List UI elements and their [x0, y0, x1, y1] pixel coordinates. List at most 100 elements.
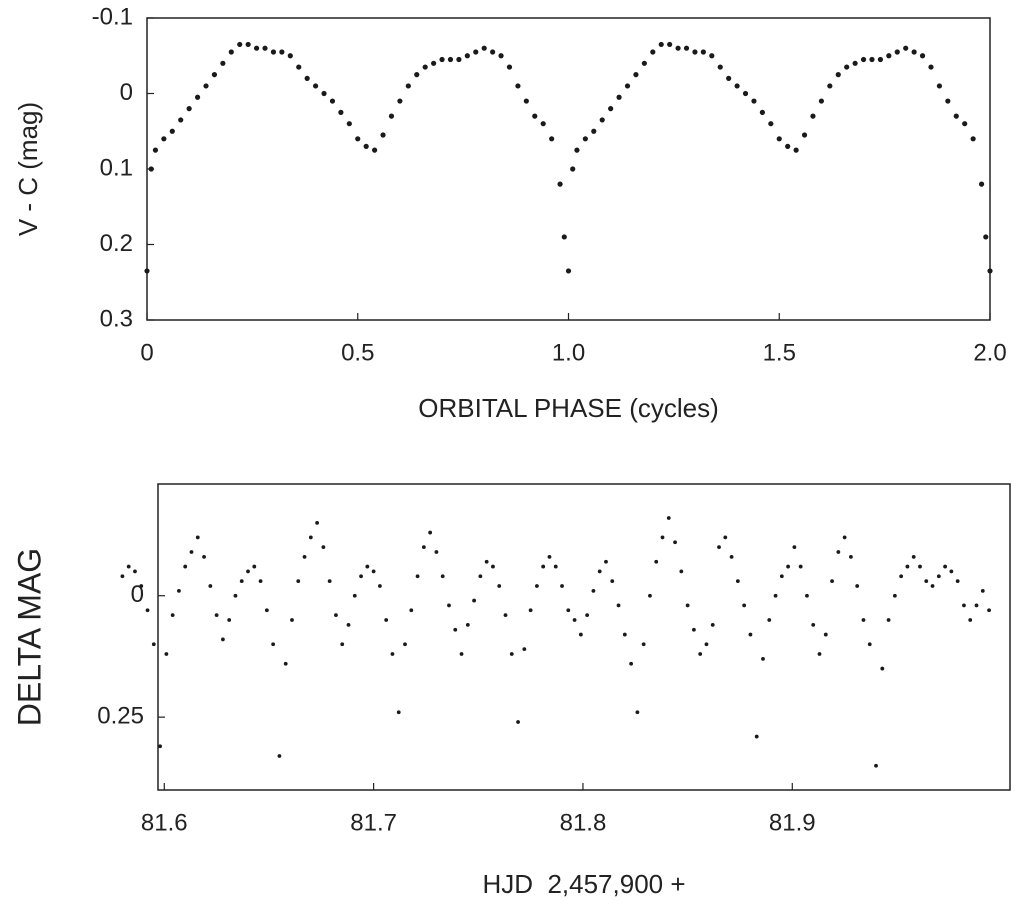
data-point	[547, 554, 552, 559]
data-point	[152, 147, 159, 153]
data-point	[616, 603, 621, 608]
data-point	[422, 64, 428, 70]
data-point	[798, 564, 803, 569]
data-point	[465, 622, 470, 627]
data-point	[604, 559, 608, 564]
data-point	[252, 564, 257, 569]
data-point	[761, 656, 765, 661]
data-point	[164, 652, 169, 656]
y-tick-label: 0.3	[100, 305, 133, 332]
data-point	[823, 632, 828, 637]
x-tick-label: 81.6	[141, 809, 188, 836]
data-point	[836, 550, 841, 554]
data-point	[968, 618, 973, 622]
data-point	[509, 652, 514, 656]
data-point	[239, 579, 244, 584]
data-point	[534, 584, 539, 588]
data-point	[650, 49, 656, 55]
data-point	[629, 661, 634, 666]
data-point	[363, 143, 369, 149]
data-point	[296, 64, 302, 70]
data-point	[396, 710, 401, 715]
data-point	[287, 53, 293, 59]
data-point	[549, 136, 555, 142]
data-point	[434, 550, 439, 554]
data-point	[540, 121, 546, 127]
data-point	[237, 41, 243, 48]
data-point	[183, 564, 188, 569]
data-point	[648, 593, 652, 598]
data-point	[585, 613, 590, 618]
data-point	[560, 584, 564, 588]
data-point	[704, 642, 709, 647]
data-point	[622, 632, 627, 637]
data-point	[484, 559, 489, 564]
data-point	[277, 754, 282, 758]
data-point	[397, 98, 403, 104]
data-point	[658, 41, 664, 48]
data-point	[726, 75, 732, 81]
data-point	[867, 642, 872, 647]
data-point	[817, 652, 822, 656]
data-point	[591, 588, 596, 593]
data-point	[830, 579, 834, 584]
data-point	[329, 98, 336, 104]
data-point	[844, 64, 850, 70]
data-point	[290, 618, 294, 622]
x-tick-label: 1.0	[552, 339, 585, 366]
data-point	[616, 94, 622, 100]
data-point	[380, 132, 386, 138]
data-point	[227, 618, 232, 622]
data-point	[641, 60, 647, 66]
data-point	[962, 603, 966, 608]
data-point	[338, 109, 344, 115]
data-point	[899, 574, 904, 579]
data-point	[523, 98, 529, 104]
data-point	[515, 83, 521, 89]
y-tick-label: -0.1	[92, 3, 133, 30]
data-point	[767, 618, 772, 622]
y-tick-label: 0.25	[97, 702, 144, 729]
data-point	[414, 72, 420, 78]
data-point	[754, 734, 759, 739]
data-point	[860, 56, 867, 63]
data-point	[801, 132, 808, 138]
data-point	[453, 627, 458, 632]
data-point	[126, 564, 131, 569]
data-point	[491, 564, 495, 569]
data-point	[949, 569, 954, 574]
data-point	[894, 49, 900, 55]
data-point	[943, 564, 948, 569]
data-point	[683, 45, 690, 51]
data-point	[953, 113, 959, 119]
data-point	[679, 569, 684, 574]
data-point	[930, 584, 935, 588]
data-point	[296, 579, 301, 584]
data-point	[253, 45, 260, 51]
data-point	[472, 598, 476, 603]
data-point	[748, 632, 753, 637]
data-point	[974, 603, 979, 608]
y-tick-label: 0.2	[100, 230, 133, 257]
data-point	[869, 56, 875, 63]
data-point	[608, 106, 614, 112]
data-point	[919, 53, 926, 59]
data-point	[208, 584, 213, 588]
data-point	[346, 622, 351, 627]
data-point	[599, 117, 605, 123]
y-tick-label: 0	[120, 79, 133, 106]
data-point	[245, 41, 251, 48]
data-point	[352, 593, 357, 598]
data-point	[264, 608, 269, 613]
data-point	[759, 109, 765, 115]
data-point	[327, 579, 332, 584]
data-point	[220, 637, 225, 642]
data-point	[304, 75, 310, 81]
data-point	[490, 49, 496, 55]
data-point	[773, 593, 778, 598]
data-point	[978, 181, 985, 187]
y-axis-label: V - C (mag)	[13, 102, 43, 236]
data-point	[144, 268, 150, 274]
data-point	[776, 136, 782, 142]
data-point	[372, 147, 378, 153]
